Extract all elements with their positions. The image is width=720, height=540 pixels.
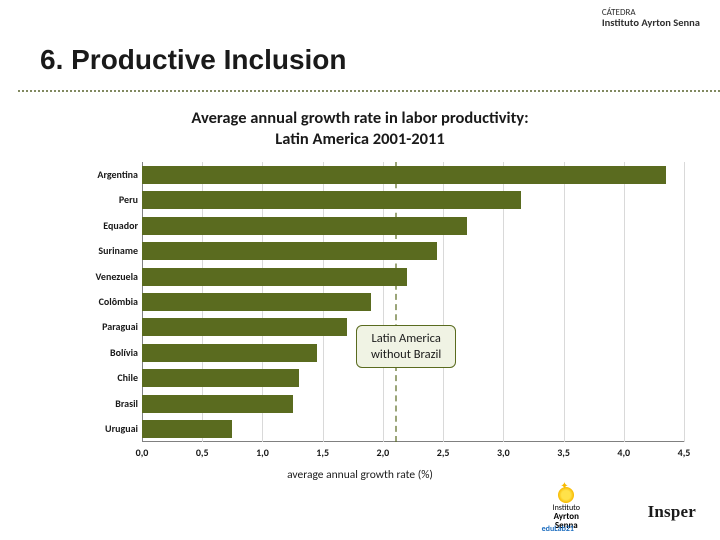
category-label: Suriname (66, 246, 138, 256)
category-label: Equador (66, 221, 138, 231)
bar (142, 318, 347, 336)
grid-line (624, 162, 625, 442)
bar (142, 369, 299, 387)
footer: Instituto Ayrton Senna eduLab21 Insper (0, 488, 720, 532)
dotted-divider (18, 90, 720, 92)
section-title: 6. Productive Inclusion (40, 44, 347, 76)
bar (142, 344, 317, 362)
x-tick-label: 4,0 (617, 446, 630, 459)
callout-line1: Latin America (371, 331, 440, 346)
chart-title-line1: Average annual growth rate in labor prod… (191, 108, 528, 128)
x-axis-title: average annual growth rate (%) (0, 468, 720, 482)
x-tick-label: 0,0 (136, 446, 149, 459)
bar (142, 293, 371, 311)
reference-line (395, 162, 397, 442)
bar (142, 191, 521, 209)
callout-line2: without Brazil (371, 347, 441, 362)
bar (142, 166, 666, 184)
callout-latin-america: Latin America without Brazil (356, 325, 456, 368)
category-label: Chile (66, 373, 138, 383)
header-bold: Instituto Ayrton Senna (602, 17, 700, 29)
chart: 0,00,51,01,52,02,53,03,54,04,5ArgentinaP… (66, 162, 684, 462)
category-label: Venezuela (66, 272, 138, 282)
category-label: Uruguai (66, 424, 138, 434)
x-tick-label: 2,5 (437, 446, 450, 459)
chart-title-line2: Latin America 2001-2011 (275, 129, 445, 149)
category-label: Peru (66, 195, 138, 205)
x-tick-label: 4,5 (678, 446, 691, 459)
category-label: Colômbia (66, 297, 138, 307)
bulb-icon (558, 487, 574, 503)
bar (142, 268, 407, 286)
bar (142, 395, 293, 413)
chart-title: Average annual growth rate in labor prod… (0, 108, 720, 149)
x-tick-label: 0,5 (196, 446, 209, 459)
grid-line (564, 162, 565, 442)
bar (142, 420, 232, 438)
x-tick-label: 3,5 (557, 446, 570, 459)
category-label: Argentina (66, 170, 138, 180)
logo-edulab21: eduLab21 (542, 524, 574, 534)
bar (142, 217, 467, 235)
category-label: Brasil (66, 399, 138, 409)
category-label: Bolívia (66, 348, 138, 358)
grid-line (684, 162, 685, 442)
category-label: Paraguai (66, 322, 138, 332)
bar (142, 242, 437, 260)
x-tick-label: 2,0 (377, 446, 390, 459)
x-tick-label: 1,5 (316, 446, 329, 459)
x-tick-label: 3,0 (497, 446, 510, 459)
header-label: CÁTEDRA Instituto Ayrton Senna (602, 8, 700, 29)
logo-insper: Insper (648, 502, 696, 522)
x-tick-label: 1,0 (256, 446, 269, 459)
slide: CÁTEDRA Instituto Ayrton Senna 6. Produc… (0, 0, 720, 540)
